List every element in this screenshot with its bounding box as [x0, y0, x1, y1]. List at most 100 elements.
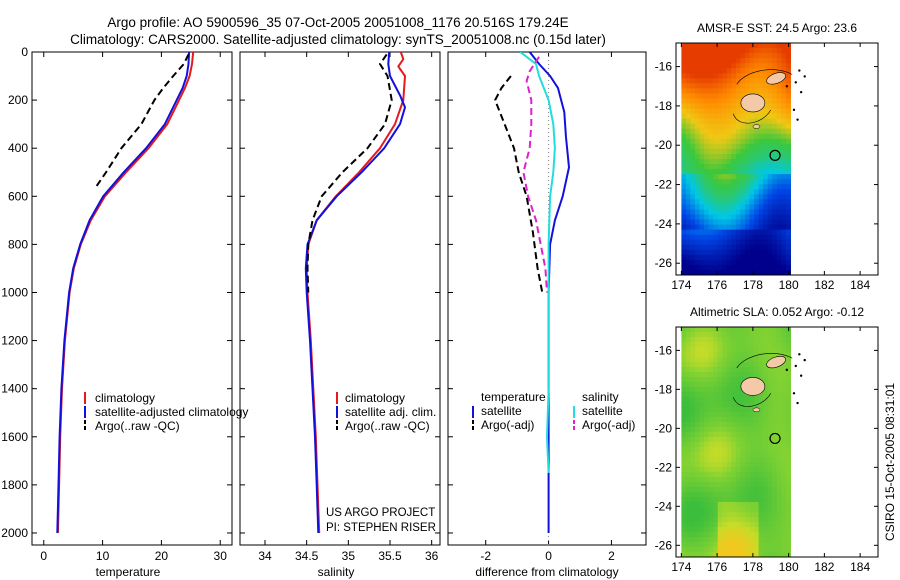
map-field-cell — [681, 154, 687, 160]
map-field-cell — [704, 462, 710, 468]
map-field-cell — [785, 337, 791, 343]
map-field-cell — [690, 432, 696, 438]
map-field-cell — [758, 467, 764, 473]
map-field-cell — [726, 138, 732, 145]
map-field-cell — [758, 239, 764, 246]
map-field-cell — [722, 452, 728, 458]
map-field-cell — [772, 402, 778, 408]
map-field-cell — [717, 382, 723, 388]
map-field-cell — [726, 362, 732, 368]
map-field-cell — [772, 382, 778, 388]
map-field-cell — [785, 174, 791, 180]
map-ytick-label: -24 — [655, 217, 673, 231]
map-field-cell — [717, 179, 723, 185]
map-field-cell — [767, 93, 773, 99]
map-field-cell — [785, 447, 791, 453]
map-field-cell — [704, 407, 710, 413]
map-field-cell — [767, 138, 773, 145]
map-field-cell — [722, 502, 728, 508]
map-field-cell — [685, 189, 691, 195]
map-field-cell — [767, 407, 773, 413]
map-field-cell — [781, 367, 787, 373]
map-field-cell — [717, 442, 723, 448]
map-field-cell — [695, 239, 701, 246]
map-field-cell — [704, 417, 710, 423]
map-field-cell — [781, 78, 787, 84]
map-field-cell — [685, 437, 691, 443]
map-field-cell — [749, 432, 755, 438]
map-field-cell — [731, 239, 737, 246]
map-field-cell — [758, 159, 764, 165]
map-field-cell — [754, 43, 760, 49]
map-field-cell — [772, 204, 778, 210]
map-field-cell — [690, 522, 696, 528]
map-field-cell — [681, 487, 687, 493]
map-field-cell — [731, 53, 737, 59]
map-field-cell — [763, 527, 769, 533]
map-field-cell — [735, 219, 741, 226]
map-field-cell — [754, 422, 760, 428]
map-field-cell — [754, 502, 760, 508]
map-field-cell — [776, 412, 782, 418]
map-field-cell — [695, 138, 701, 145]
map-field-cell — [785, 372, 791, 378]
map-field-cell — [695, 327, 701, 333]
map-ytick-label: -22 — [655, 178, 673, 192]
map-field-cell — [704, 482, 710, 488]
map-field-cell — [685, 164, 691, 170]
map-field-cell — [708, 352, 714, 358]
map-field-cell — [763, 229, 769, 236]
map-field-cell — [681, 143, 687, 150]
map-field-cell — [772, 254, 778, 261]
map-field-cell — [704, 477, 710, 483]
map-field-cell — [685, 517, 691, 523]
map-field-cell — [685, 143, 691, 150]
map-ytick-label: -24 — [655, 499, 673, 513]
map-field-cell — [763, 352, 769, 358]
map-field-cell — [731, 532, 737, 538]
map-field-cell — [785, 527, 791, 533]
map-field-cell — [713, 68, 719, 74]
map-field-cell — [785, 387, 791, 393]
map-field-cell — [767, 452, 773, 458]
map-field-cell — [754, 537, 760, 543]
map-field-cell — [735, 214, 741, 221]
map-field-cell — [690, 68, 696, 74]
map-field-cell — [767, 199, 773, 205]
map-field-cell — [772, 264, 778, 271]
map-field-cell — [717, 432, 723, 438]
map-field-cell — [767, 113, 773, 120]
map-field-cell — [695, 342, 701, 348]
legend-label-sal-satellite: satellite — [582, 404, 623, 418]
map-field-cell — [699, 154, 705, 160]
map-field-cell — [740, 88, 746, 94]
map-field-cell — [708, 397, 714, 403]
depth-tick-label: 200 — [8, 93, 28, 107]
map-field-cell — [699, 377, 705, 383]
map-field-cell — [776, 372, 782, 378]
map-field-cell — [708, 417, 714, 423]
map-field-cell — [781, 342, 787, 348]
map-field-cell — [690, 367, 696, 373]
map-field-cell — [776, 507, 782, 513]
map-field-cell — [717, 367, 723, 373]
map-field-cell — [713, 412, 719, 418]
map-field-cell — [781, 452, 787, 458]
map-field-cell — [776, 88, 782, 94]
map-field-cell — [735, 367, 741, 373]
map-field-cell — [745, 402, 751, 408]
map-field-cell — [740, 407, 746, 413]
map-field-cell — [708, 154, 714, 160]
map-field-cell — [717, 502, 723, 508]
map-field-cell — [722, 184, 728, 190]
map-field-cell — [690, 547, 696, 553]
map-field-cell — [681, 164, 687, 170]
map-field-cell — [781, 412, 787, 418]
map-field-cell — [740, 209, 746, 215]
map-field-cell — [749, 427, 755, 433]
map-field-cell — [749, 224, 755, 231]
map-field-cell — [726, 377, 732, 383]
map-field-cell — [726, 58, 732, 64]
map-field-cell — [713, 417, 719, 423]
map-field-cell — [717, 113, 723, 120]
